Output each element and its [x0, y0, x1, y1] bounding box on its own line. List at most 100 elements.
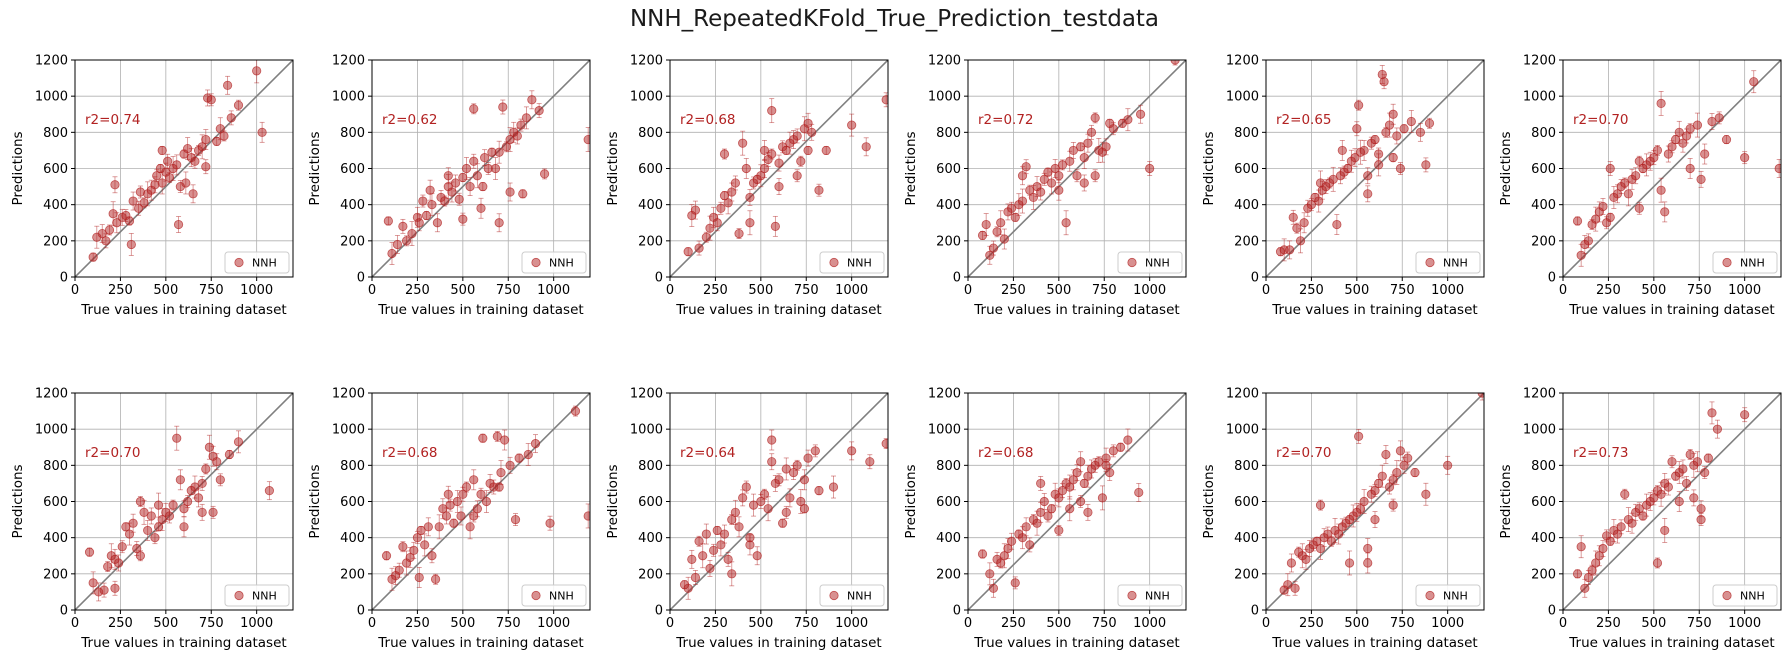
data-point: [208, 507, 218, 517]
y-tick-label: 400: [1234, 531, 1259, 546]
r2-annotation: r2=0.70: [1276, 445, 1332, 461]
y-tick-label: 600: [1531, 162, 1556, 177]
data-point: [1689, 493, 1699, 503]
y-tick-label: 200: [1531, 234, 1556, 249]
subplot-10: 0 250 500 750 1000 0 200 400 600 800 1000 1200 True …: [903, 387, 1187, 651]
data-point: [434, 522, 444, 532]
x-tick-label: 250: [1299, 616, 1324, 631]
legend-marker: [234, 257, 244, 268]
y-tick-label: 400: [638, 198, 663, 213]
data-point: [992, 227, 1002, 237]
data-point: [1696, 514, 1706, 525]
legend-box: [521, 584, 587, 607]
data-point: [1598, 201, 1608, 212]
data-point: [1105, 118, 1115, 128]
data-point: [719, 191, 730, 201]
data-point: [124, 216, 135, 226]
data-point: [999, 551, 1009, 561]
data-point: [226, 113, 236, 123]
r2-annotation: r2=0.65: [1276, 112, 1332, 128]
y-tick-label: 0: [655, 604, 663, 619]
subplot-2: 0 250 500 750 1000 0 200 400 600 800 1000 1200 True …: [307, 54, 591, 318]
data-point: [748, 500, 759, 510]
data-point: [1363, 543, 1373, 554]
data-point: [492, 431, 502, 441]
legend: NNH: [1415, 251, 1481, 274]
y-tick-label: 1000: [332, 423, 365, 438]
y-tick-label: 800: [1234, 459, 1259, 474]
x-tick-label: 0: [1559, 283, 1567, 298]
data-point: [465, 522, 475, 532]
data-point: [1692, 457, 1703, 467]
data-point: [163, 156, 173, 166]
data-point: [1363, 558, 1373, 568]
y-tick-label: 200: [936, 234, 961, 249]
data-point: [1065, 482, 1075, 492]
data-point: [1403, 453, 1413, 463]
data-point: [741, 163, 751, 174]
data-point: [1054, 185, 1064, 195]
data-point: [796, 496, 806, 507]
subplot-7: 0 250 500 750 1000 0 200 400 600 800 1000 1200 True …: [10, 387, 294, 651]
data-point: [443, 489, 453, 499]
data-points: [1279, 393, 1484, 597]
y-tick-label: 800: [638, 459, 663, 474]
data-point: [452, 496, 462, 507]
y-tick-label: 600: [1234, 162, 1259, 177]
data-point: [701, 529, 711, 539]
y-axis-label: Predictions: [10, 464, 26, 538]
data-point: [1039, 496, 1049, 507]
x-tick-label: 0: [368, 616, 376, 631]
data-point: [1076, 496, 1086, 507]
data-point: [1354, 431, 1364, 441]
identity-line: [75, 60, 293, 277]
data-point: [1388, 475, 1398, 485]
data-point: [745, 540, 755, 550]
data-point: [1399, 124, 1409, 134]
data-point: [1634, 504, 1644, 514]
data-point: [143, 525, 153, 536]
data-point: [498, 102, 508, 112]
data-point: [1314, 196, 1324, 206]
data-point: [1170, 60, 1180, 65]
data-point: [1079, 178, 1089, 188]
y-tick-label: 1000: [928, 423, 961, 438]
data-point: [723, 198, 733, 208]
data-point: [1286, 558, 1297, 568]
data-point: [494, 218, 504, 228]
data-point: [427, 551, 437, 561]
data-point: [1090, 171, 1100, 181]
data-point: [727, 569, 737, 579]
data-point: [799, 504, 810, 514]
y-tick-label: 800: [43, 459, 68, 474]
data-point: [1580, 583, 1590, 593]
data-point: [469, 475, 479, 485]
subplot-9: 0 250 500 750 1000 0 200 400 600 800 1000 1200 True …: [605, 387, 889, 651]
data-point: [223, 80, 233, 90]
y-tick-label: 600: [936, 162, 961, 177]
x-axis-label: True values in training dataset: [675, 302, 881, 318]
data-points: [977, 60, 1180, 265]
data-point: [1123, 115, 1133, 125]
y-tick-label: 1000: [630, 90, 663, 105]
legend-marker: [1425, 257, 1435, 268]
data-point: [1583, 236, 1594, 246]
data-point: [1381, 449, 1391, 460]
data-point: [781, 507, 791, 517]
data-point: [1740, 410, 1750, 420]
data-point: [785, 493, 795, 503]
x-tick-label: 250: [1596, 616, 1621, 631]
data-point: [445, 500, 455, 510]
y-tick-label: 200: [1234, 567, 1259, 582]
data-point: [490, 163, 501, 174]
data-point: [1406, 116, 1416, 127]
data-point: [988, 243, 999, 253]
r2-annotation: r2=0.70: [85, 445, 141, 461]
data-point: [110, 583, 120, 593]
data-point: [1685, 163, 1695, 174]
data-point: [1395, 446, 1406, 456]
data-point: [204, 442, 215, 452]
legend: NNH: [1712, 251, 1778, 274]
x-tick-label: 750: [794, 616, 819, 631]
data-point: [197, 507, 207, 517]
